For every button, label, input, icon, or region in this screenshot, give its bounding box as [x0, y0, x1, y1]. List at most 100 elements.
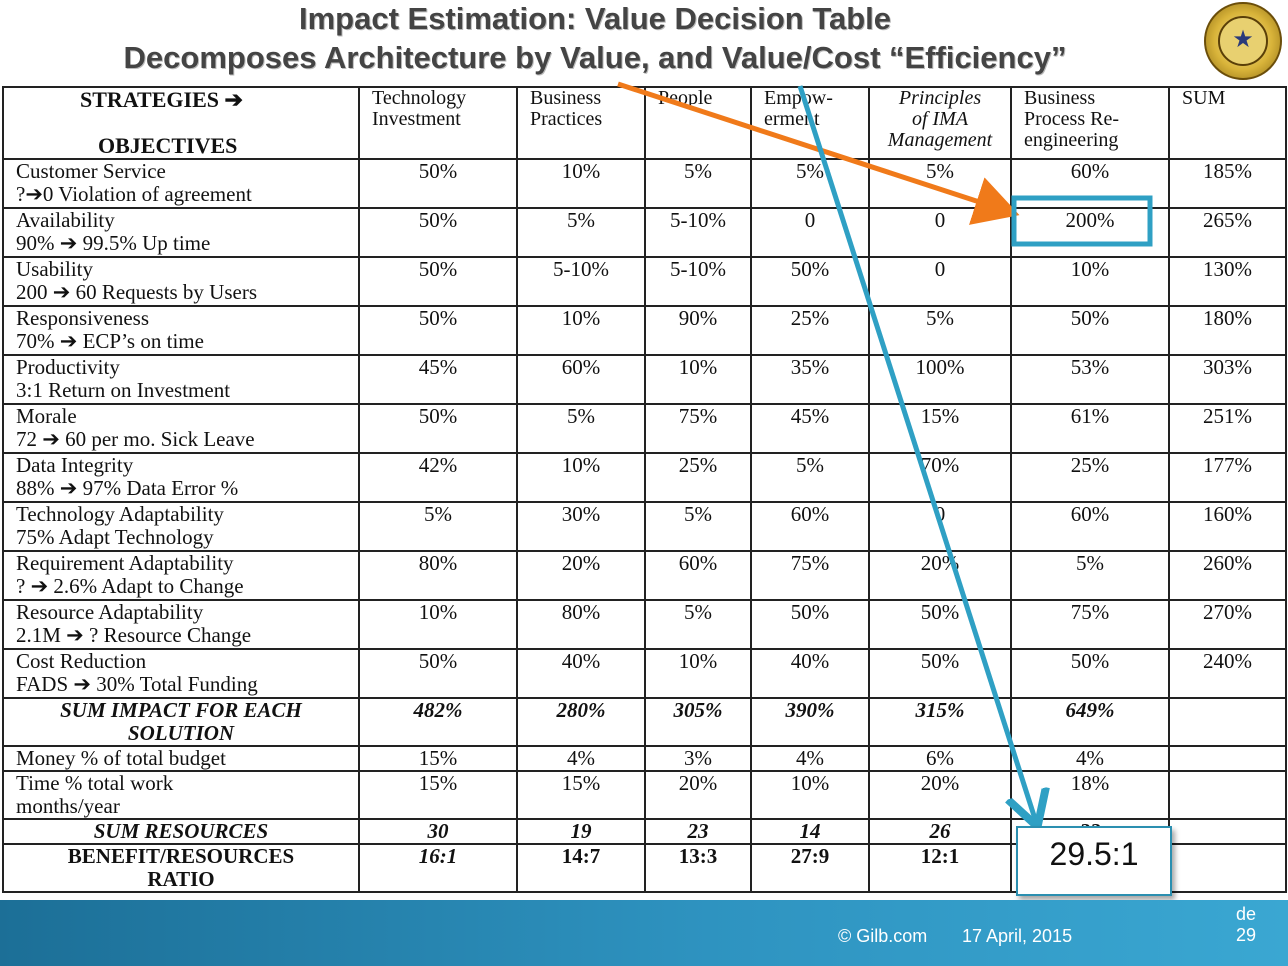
column-header-line: Business — [530, 87, 602, 109]
cell-value: 390% — [750, 697, 870, 747]
objective-target: 70% ➔ ECP’s on time — [16, 329, 204, 353]
column-header-line: engineering — [1024, 129, 1119, 151]
cell-value: 50% — [868, 599, 1012, 650]
row-label: Time % total work months/year — [2, 770, 360, 820]
cell-value: 0 — [868, 501, 1012, 552]
cell-value: 25% — [1010, 452, 1170, 503]
cell-value: 20% — [644, 770, 752, 820]
ratio-callout: 29.5:1 — [1016, 826, 1172, 896]
objective-target: 2.1M ➔ ? Resource Change — [16, 623, 252, 647]
cell-value: 20% — [868, 550, 1012, 601]
cell-value: 60% — [1010, 501, 1170, 552]
cell-value: 50% — [750, 599, 870, 650]
cell-value: 50% — [358, 403, 518, 454]
cell-value: 45% — [750, 403, 870, 454]
cell-value — [1168, 770, 1287, 820]
cell-value: 265% — [1168, 207, 1287, 258]
cell-value: 23 — [644, 818, 752, 845]
objective-name: Resource Adaptability — [16, 600, 204, 624]
column-header: Business Process Re-engineering — [1010, 86, 1170, 160]
cell-value: 90% — [644, 305, 752, 356]
cell-value: 45% — [358, 354, 518, 405]
objective-name: Customer Service — [16, 159, 166, 183]
objective-name: Morale — [16, 404, 77, 428]
objective-target: ?➔0 Violation of agreement — [16, 182, 252, 206]
sum-impact-line1: SUM IMPACT FOR EACH — [60, 698, 302, 722]
cell-value: 15% — [358, 770, 518, 820]
cell-value: 50% — [358, 158, 518, 209]
row-label: Data Integrity 88% ➔ 97% Data Error % — [2, 452, 360, 503]
cell-value: 649% — [1010, 697, 1170, 747]
column-header-line: Management — [887, 129, 993, 151]
sum-impact-line2: SOLUTION — [127, 721, 235, 745]
cell-value: 4% — [516, 745, 646, 772]
cell-value: 70% — [868, 452, 1012, 503]
row-label: Technology Adaptability 75% Adapt Technol… — [2, 501, 360, 552]
objective-name: Data Integrity — [16, 453, 134, 477]
cell-value: 10% — [644, 648, 752, 699]
objective-name: Requirement Adaptability — [16, 551, 234, 575]
cell-value: 5% — [516, 207, 646, 258]
cell-value: 260% — [1168, 550, 1287, 601]
cell-value: 42% — [358, 452, 518, 503]
ratio-line1: BENEFIT/RESOURCES — [67, 844, 295, 868]
column-header: SUM — [1168, 86, 1287, 160]
cell-value: 50% — [750, 256, 870, 307]
row-label: Money % of total budget — [2, 745, 360, 772]
cell-value: 6% — [868, 745, 1012, 772]
cell-value: 30 — [358, 818, 518, 845]
objective-row: Data Integrity 88% ➔ 97% Data Error % 42% 1… — [2, 452, 1287, 503]
objective-row: Availability 90% ➔ 99.5% Up time 50% 5% 5-10… — [2, 207, 1287, 258]
cell-value: 30% — [516, 501, 646, 552]
cell-value: 5% — [358, 501, 518, 552]
objective-row: Morale 72 ➔ 60 per mo. Sick Leave 50% 5% 75%… — [2, 403, 1287, 454]
header-row: STRATEGIES ➔ OBJECTIVES Technology Investme… — [2, 86, 1287, 160]
cell-value: 15% — [358, 745, 518, 772]
cell-value: 5% — [644, 501, 752, 552]
cell-value: 270% — [1168, 599, 1287, 650]
column-header-line: Business — [1024, 87, 1096, 109]
cell-value — [1168, 697, 1287, 747]
column-header: People — [644, 86, 752, 160]
cell-value: 25% — [644, 452, 752, 503]
cell-value: 60% — [1010, 158, 1170, 209]
cell-value: 482% — [358, 697, 518, 747]
cell-value: 10% — [516, 158, 646, 209]
row-label: BENEFIT/RESOURCES RATIO — [2, 843, 360, 893]
slide-title-line2: Decomposes Architecture by Value, and Va… — [123, 40, 1067, 75]
objective-target: FADS ➔ 30% Total Funding — [16, 672, 258, 696]
objective-name: Technology Adaptability — [16, 502, 224, 526]
cell-value: 4% — [750, 745, 870, 772]
objective-target: 200 ➔ 60 Requests by Users — [16, 280, 257, 304]
cell-value: 19 — [516, 818, 646, 845]
cell-value: 200% — [1010, 207, 1170, 258]
objective-name: Productivity — [16, 355, 120, 379]
cell-value: 50% — [358, 256, 518, 307]
column-header: Business Practices — [516, 86, 646, 160]
row-label: SUM IMPACT FOR EACH SOLUTION — [2, 697, 360, 747]
column-header-line: Investment — [372, 108, 461, 130]
slide-title-line1: Impact Estimation: Value Decision Table — [298, 1, 892, 36]
money-row: Money % of total budget 15% 4% 3% 4% 6% 4% — [2, 745, 1287, 772]
objective-target: ? ➔ 2.6% Adapt to Change — [16, 574, 244, 598]
objective-row: Requirement Adaptability? ➔ 2.6% Adapt t… — [2, 550, 1287, 601]
time-line2: months/year — [16, 794, 120, 818]
cell-value: 5% — [750, 158, 870, 209]
row-label: Resource Adaptability 2.1M ➔ ? Resource C… — [2, 599, 360, 650]
cell-value: 5% — [644, 599, 752, 650]
seal-center: ★ — [1218, 16, 1268, 66]
objectives-label: OBJECTIVES — [98, 133, 238, 158]
cell-value: 13:3 — [644, 843, 752, 893]
cell-value: 75% — [1010, 599, 1170, 650]
row-label: Responsiveness 70% ➔ ECP’s on time — [2, 305, 360, 356]
cell-value: 80% — [516, 599, 646, 650]
ratio-callout-value: 29.5:1 — [1049, 836, 1139, 872]
row-label: Morale 72 ➔ 60 per mo. Sick Leave — [2, 403, 360, 454]
cell-value: 251% — [1168, 403, 1287, 454]
cell-value: 10% — [516, 452, 646, 503]
column-header-line: erment — [764, 108, 820, 130]
cell-value: 40% — [750, 648, 870, 699]
cell-value: 20% — [516, 550, 646, 601]
cell-value — [1168, 843, 1287, 893]
cell-value: 240% — [1168, 648, 1287, 699]
